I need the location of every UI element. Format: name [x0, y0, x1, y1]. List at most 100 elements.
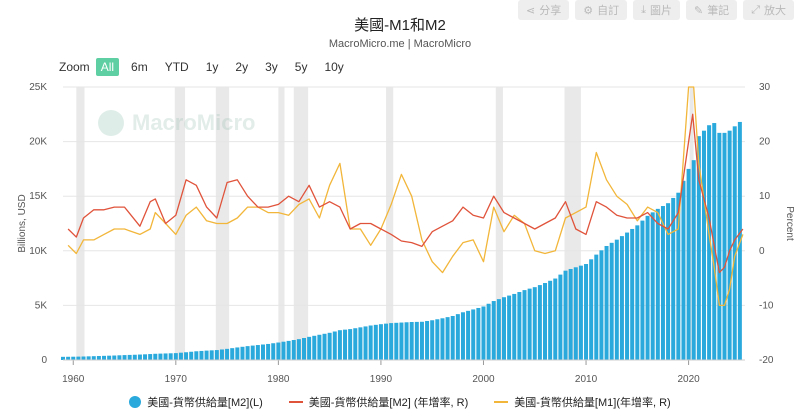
- m2-bar: [291, 340, 296, 360]
- zoom-ytd-button[interactable]: YTD: [164, 60, 189, 74]
- expand-button[interactable]: ⤢ 放大: [743, 0, 794, 20]
- m2-bar: [573, 267, 578, 360]
- m2-bar: [302, 337, 307, 360]
- m2-bar: [378, 324, 383, 360]
- recession-band: [293, 87, 309, 360]
- m2-bar: [91, 356, 96, 360]
- left-axis-title: Billions, USD: [17, 194, 28, 252]
- zoom-10y-button[interactable]: 10y: [324, 60, 344, 74]
- x-tick-label: 2010: [575, 374, 598, 385]
- m2-bar: [553, 278, 558, 360]
- m2-bar: [225, 348, 230, 360]
- download-image-button[interactable]: ⤓ 圖片: [633, 0, 680, 20]
- m2-bar: [384, 323, 389, 360]
- m2-bar: [71, 356, 76, 360]
- m2-bar: [584, 264, 589, 360]
- expand-icon: ⤢: [751, 3, 760, 16]
- zoom-all-button[interactable]: All: [95, 58, 120, 76]
- m2-bar: [394, 322, 399, 360]
- edit-icon: ✎: [693, 4, 704, 17]
- m2-bar: [127, 354, 132, 360]
- m2-bar: [204, 350, 209, 360]
- m2-bar: [650, 212, 655, 360]
- m2-bar: [614, 239, 619, 360]
- zoom-5y-button[interactable]: 5y: [294, 60, 308, 74]
- m2-bar: [276, 342, 281, 360]
- m2-bar: [81, 356, 86, 360]
- m2-bar: [317, 334, 322, 360]
- m2-bar: [132, 354, 137, 360]
- m2-bar: [722, 132, 727, 360]
- m2-bar: [332, 331, 337, 360]
- m2-bar: [425, 321, 430, 360]
- settings-icon: ⚙: [583, 4, 594, 17]
- m2-bar: [476, 307, 481, 360]
- m2-bar: [435, 319, 440, 360]
- notes-label: 筆記: [707, 5, 730, 17]
- m2-bar: [486, 303, 491, 360]
- right-tick-label: 0: [759, 246, 765, 257]
- m2-bar: [671, 197, 676, 360]
- m2-bar: [296, 339, 301, 360]
- m2-bar: [589, 259, 594, 360]
- legend-label-m2: 美國-貨幣供給量[M2](L): [147, 397, 263, 409]
- m2-bar: [61, 356, 65, 360]
- legend-item-m2[interactable]: 美國-貨幣供給量[M2](L): [129, 394, 263, 410]
- m2-bar: [645, 215, 650, 360]
- m2-bar: [281, 341, 286, 360]
- m2-bar: [686, 168, 691, 360]
- m2-bar: [322, 333, 327, 360]
- left-tick-label: 10K: [29, 246, 47, 257]
- chart-toolbar: ⋖ 分享 ⚙ 自訂 ⤓ 圖片 ✎ 筆記 ⤢ 放大: [518, 0, 794, 20]
- legend-line-icon: [288, 401, 303, 403]
- m2-bar: [312, 335, 317, 360]
- m2-bar: [527, 288, 532, 360]
- m2-bar: [368, 325, 373, 360]
- m2-bar: [701, 130, 706, 360]
- m2-bar: [445, 317, 450, 360]
- m2-bar: [373, 324, 378, 360]
- zoom-6m-button[interactable]: 6m: [131, 60, 148, 74]
- zoom-3y-button[interactable]: 3y: [265, 60, 278, 74]
- legend-item-m1-yoy[interactable]: 美國-貨幣供給量[M1](年增率, R): [494, 394, 671, 410]
- m2-bar: [337, 330, 342, 360]
- x-tick-label: 1970: [165, 374, 188, 385]
- m2-bar: [271, 343, 276, 360]
- m2-bar: [491, 301, 496, 360]
- m2-bar: [107, 355, 112, 360]
- zoom-2y-button[interactable]: 2y: [235, 60, 249, 74]
- m2-bar: [563, 270, 568, 360]
- m2-bar: [568, 268, 573, 360]
- m2-bar: [348, 329, 353, 360]
- m2-bar: [501, 297, 506, 360]
- m2-bar: [178, 352, 183, 360]
- m2-bar: [414, 321, 419, 360]
- m2-bar: [430, 320, 435, 360]
- legend-label-m1-yoy: 美國-貨幣供給量[M1](年增率, R): [514, 397, 671, 409]
- m2-bar: [353, 328, 358, 360]
- chart-subtitle: MacroMicro.me | MacroMicro: [328, 38, 472, 50]
- recession-band: [174, 87, 186, 360]
- m2-bar: [619, 236, 624, 360]
- zoom-1y-button[interactable]: 1y: [205, 60, 219, 74]
- legend-item-m2-yoy[interactable]: 美國-貨幣供給量[M2] (年增率, R): [288, 394, 468, 410]
- m2-bar: [96, 356, 101, 360]
- m2-bar: [389, 323, 394, 360]
- m2-bar: [173, 353, 178, 360]
- customize-button[interactable]: ⚙ 自訂: [575, 0, 628, 20]
- x-tick-label: 2000: [472, 374, 495, 385]
- m2-bar: [691, 160, 696, 360]
- m2-bar: [184, 352, 189, 360]
- share-label: 分享: [539, 5, 562, 17]
- m2-bar: [727, 130, 732, 360]
- m2-bar: [153, 353, 158, 360]
- left-tick-label: 0: [41, 355, 47, 366]
- m2-bar: [450, 315, 455, 360]
- m2-yoy-line: [67, 113, 744, 274]
- notes-button[interactable]: ✎ 筆記: [685, 0, 738, 20]
- share-button[interactable]: ⋖ 分享: [518, 0, 570, 20]
- macromicro-logo-icon: [98, 110, 124, 136]
- download-label: 圖片: [649, 5, 672, 17]
- m2-bar: [219, 349, 224, 360]
- m2-bar: [117, 355, 122, 360]
